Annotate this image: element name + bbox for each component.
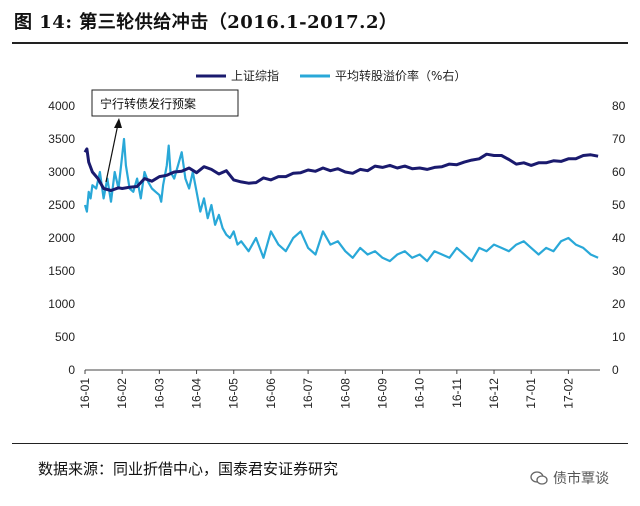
x-tick-label: 16-12 bbox=[487, 378, 501, 409]
y-left-tick-label: 3500 bbox=[48, 132, 75, 146]
chart-legend: 上证综指 平均转股溢价率（%右） bbox=[196, 68, 466, 83]
x-tick-label: 16-09 bbox=[375, 378, 389, 409]
y-left-tick-label: 4000 bbox=[48, 99, 75, 113]
x-tick-label: 16-03 bbox=[152, 378, 166, 409]
chart-annotation: 宁行转债发行预案 bbox=[91, 89, 239, 183]
chart-axes: 0 500 1000 1500 2000 2500 3000 3500 4000 0 10 20 30 4… bbox=[48, 99, 625, 409]
bottom-rule bbox=[12, 443, 628, 444]
watermark: 债市覃谈 bbox=[530, 468, 609, 488]
y-right-tick-label: 10 bbox=[612, 330, 626, 344]
x-tick-label: 16-05 bbox=[227, 378, 241, 409]
y-right-tick-label: 0 bbox=[612, 363, 619, 377]
x-tick-label: 16-04 bbox=[190, 378, 204, 409]
y-left-tick-label: 2000 bbox=[48, 231, 75, 245]
y-left-tick-label: 1000 bbox=[48, 297, 75, 311]
y-right-tick-label: 70 bbox=[612, 132, 626, 146]
top-rule bbox=[12, 42, 628, 44]
y-left-tick-label: 1500 bbox=[48, 264, 75, 278]
y-left-tick-label: 3000 bbox=[48, 165, 75, 179]
y-right-tick-label: 80 bbox=[612, 99, 626, 113]
y-left-tick-label: 2500 bbox=[48, 198, 75, 212]
x-tick-label: 16-08 bbox=[338, 378, 352, 409]
annotation-label: 宁行转债发行预案 bbox=[100, 96, 196, 111]
x-tick-label: 16-10 bbox=[413, 378, 427, 409]
y-left-tick-label: 0 bbox=[68, 363, 75, 377]
y-right-tick-label: 40 bbox=[612, 231, 626, 245]
source-note: 数据来源：同业折借中心，国泰君安证券研究 bbox=[38, 460, 339, 478]
series-line-shanghai-index bbox=[83, 147, 599, 192]
x-tick-label: 16-11 bbox=[450, 378, 464, 408]
chart-series bbox=[83, 137, 599, 263]
x-tick-label: 16-01 bbox=[78, 378, 92, 409]
wechat-icon bbox=[530, 471, 548, 485]
y-right-tick-label: 30 bbox=[612, 264, 626, 278]
x-tick-label: 16-02 bbox=[115, 378, 129, 409]
x-tick-label: 17-02 bbox=[561, 378, 575, 409]
legend-label-premium: 平均转股溢价率（%右） bbox=[335, 68, 466, 83]
y-right-tick-label: 20 bbox=[612, 297, 626, 311]
x-tick-label: 16-06 bbox=[264, 378, 278, 409]
line-chart: 0 500 1000 1500 2000 2500 3000 3500 4000 0 10 20 30 4… bbox=[48, 68, 625, 409]
watermark-text: 债市覃谈 bbox=[553, 471, 609, 487]
legend-label-shanghai: 上证综指 bbox=[231, 68, 279, 83]
series-line-conversion-premium bbox=[83, 137, 599, 263]
annotation-arrowhead bbox=[114, 118, 122, 128]
annotation-box bbox=[91, 89, 239, 117]
x-tick-label: 17-01 bbox=[524, 378, 538, 409]
y-left-tick-label: 500 bbox=[55, 330, 75, 344]
annotation-arrow-line bbox=[105, 123, 119, 183]
figure-title: 图 14: 第三轮供给冲击（2016.1-2017.2） bbox=[14, 12, 398, 33]
y-right-tick-label: 60 bbox=[612, 165, 626, 179]
y-right-tick-label: 50 bbox=[612, 198, 626, 212]
x-tick-label: 16-07 bbox=[301, 378, 315, 409]
